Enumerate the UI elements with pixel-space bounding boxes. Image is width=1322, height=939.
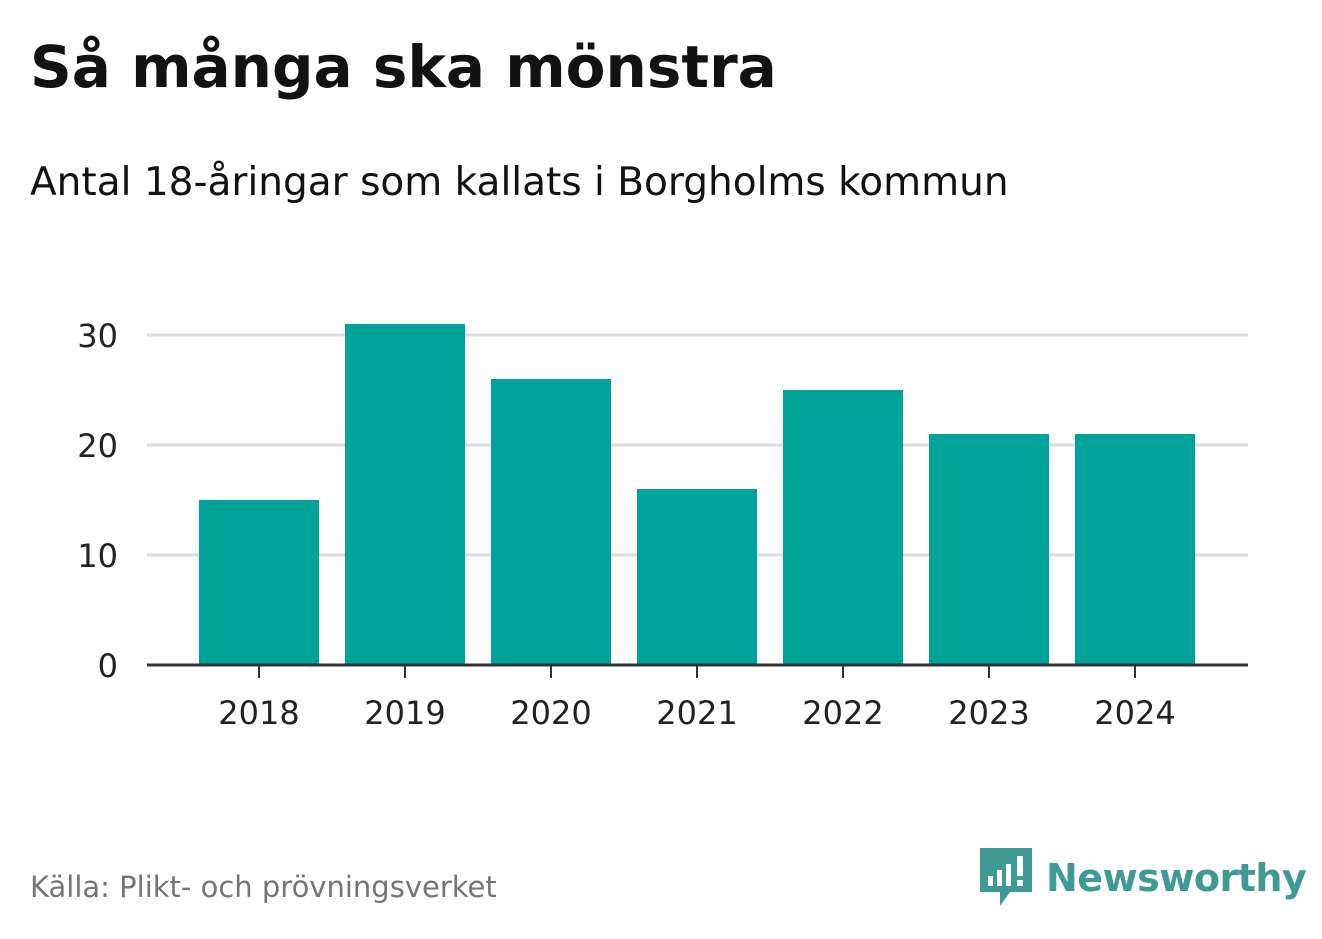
bar-2021	[637, 489, 757, 665]
y-tick-label-20: 20	[77, 427, 118, 465]
y-tick-label-30: 30	[77, 317, 118, 355]
bar-2018	[199, 500, 319, 665]
x-tick-label-2024: 2024	[1094, 694, 1175, 732]
brand-name: Newsworthy	[1046, 856, 1307, 900]
source-note: Källa: Plikt- och prövningsverket	[30, 870, 497, 904]
chart-subtitle: Antal 18-åringar som kallats i Borgholms…	[30, 160, 1009, 205]
x-axis	[147, 663, 1248, 678]
y-axis-tick-labels: 0 10 20 30	[77, 317, 118, 685]
x-axis-tick-labels: 2018 2019 2020 2021 2022 2023 2024	[218, 694, 1175, 732]
x-tick-label-2020: 2020	[510, 694, 591, 732]
brand: Newsworthy	[980, 848, 1307, 908]
bars	[199, 324, 1195, 665]
y-tick-label-0: 0	[98, 647, 118, 685]
newsworthy-logo-icon	[980, 848, 1032, 906]
bar-2020	[491, 379, 611, 665]
chart-title: Så många ska mönstra	[30, 33, 777, 101]
bar-2022	[783, 390, 903, 665]
y-tick-label-10: 10	[77, 537, 118, 575]
x-tick-label-2022: 2022	[802, 694, 883, 732]
x-tick-label-2018: 2018	[218, 694, 299, 732]
bar-2024	[1075, 434, 1195, 665]
x-tick-label-2023: 2023	[948, 694, 1029, 732]
bar-2019	[345, 324, 465, 665]
x-tick-label-2021: 2021	[656, 694, 737, 732]
bar-2023	[929, 434, 1049, 665]
x-tick-label-2019: 2019	[364, 694, 445, 732]
